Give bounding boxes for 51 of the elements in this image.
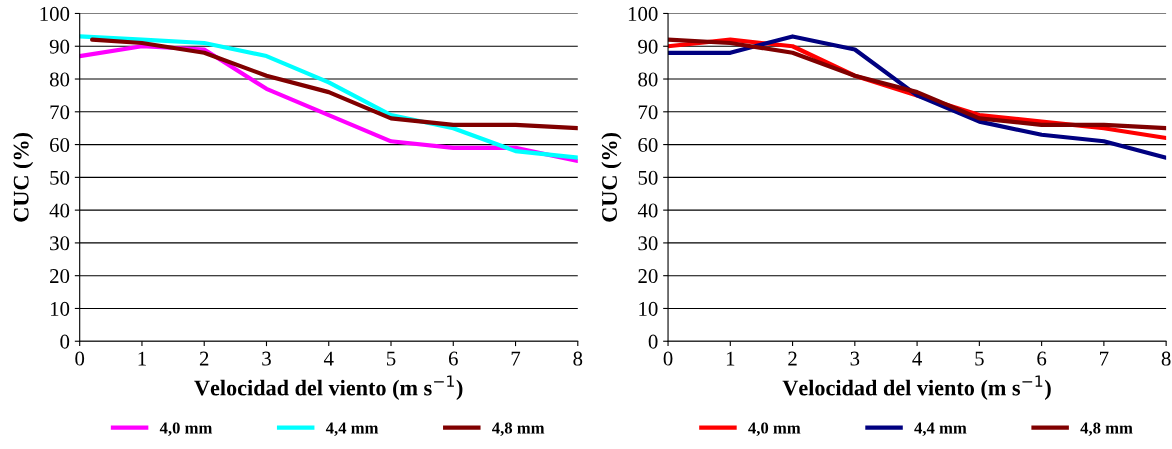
y-tick-label: 0 [60, 334, 70, 349]
y-tick-label: 90 [49, 39, 70, 54]
x-tick-label: 2 [788, 351, 797, 366]
x-tick-label: 6 [1037, 351, 1047, 366]
x-tick-label: 3 [262, 351, 271, 366]
x-tick-label: 8 [573, 351, 583, 366]
x-tick-label: 4 [323, 351, 334, 366]
x-axis-title: Velocidad del viento (m s$^{−1}$) [194, 375, 463, 400]
x-tick-label: 1 [726, 351, 735, 366]
x-tick-label: 0 [75, 351, 85, 366]
x-axis-title: Velocidad del viento (m s$^{−1}$) [782, 375, 1051, 400]
legend-label: 4,8 mm [1080, 422, 1133, 437]
x-tick-label: 7 [511, 351, 521, 366]
y-tick-label: 40 [49, 203, 70, 218]
y-tick-label: 50 [50, 170, 70, 185]
y-tick-label: 10 [50, 301, 70, 316]
y-tick-label: 100 [40, 6, 70, 21]
y-tick-label: 30 [50, 236, 70, 251]
x-tick-label: 2 [199, 351, 209, 366]
y-tick-label: 90 [638, 39, 658, 54]
y-tick-label: 0 [648, 334, 658, 349]
y-tick-label: 100 [628, 6, 658, 21]
x-tick-label: 7 [1100, 351, 1109, 366]
legend-label: 4,8 mm [492, 422, 545, 437]
y-tick-label: 80 [49, 72, 70, 87]
y-tick-label: 20 [50, 269, 70, 284]
x-tick-label: 6 [448, 351, 458, 366]
y-tick-label: 70 [50, 105, 70, 120]
x-tick-label: 5 [387, 351, 396, 366]
legend-label: 4,4 mm [914, 422, 967, 437]
y-tick-label: 50 [638, 170, 658, 185]
y-tick-label: 60 [638, 137, 658, 153]
y-tick-label: 40 [637, 203, 658, 218]
y-tick-label: 60 [50, 137, 70, 153]
y-axis-title: CUC (%) [13, 132, 34, 222]
y-axis-title: CUC (%) [601, 132, 622, 222]
x-tick-label: 4 [912, 351, 922, 366]
x-tick-label: 5 [975, 351, 984, 366]
x-tick-label: 8 [1161, 351, 1171, 366]
y-tick-label: 70 [638, 105, 658, 120]
y-tick-label: 80 [638, 72, 658, 87]
x-tick-label: 1 [138, 351, 146, 366]
x-tick-label: 0 [663, 351, 673, 366]
legend-label: 4,0 mm [159, 422, 213, 437]
legend-label: 4,0 mm [748, 422, 801, 437]
y-tick-label: 10 [639, 301, 658, 316]
x-tick-label: 3 [850, 351, 860, 366]
legend-label: 4,4 mm [325, 422, 379, 437]
line-series [90, 37, 578, 131]
y-tick-label: 30 [638, 236, 658, 251]
y-tick-label: 20 [638, 269, 658, 284]
